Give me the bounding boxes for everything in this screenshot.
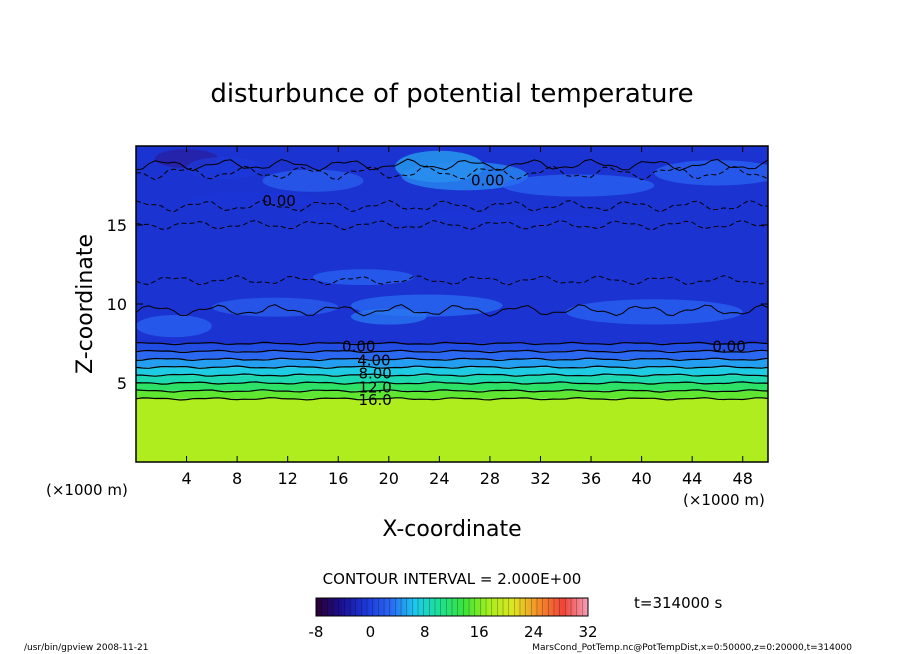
y-axis: 5 10 15 — [107, 216, 768, 393]
contour-line-4 — [136, 365, 768, 369]
colorbar-tick-32: 32 — [578, 623, 597, 641]
plot-details — [136, 149, 768, 338]
colorbar-ticks: -8 0 8 16 24 32 — [309, 623, 598, 641]
field-patch-6 — [186, 191, 313, 208]
contour-line-1 — [136, 389, 768, 393]
x-tick-label-16: 16 — [328, 469, 348, 488]
contour-label-7: 16.0 — [358, 391, 391, 409]
contour-lines — [136, 158, 768, 401]
x-tick-label-36: 36 — [581, 469, 601, 488]
field-patch-8 — [464, 213, 617, 227]
solid-contour-0 — [136, 158, 768, 172]
layer-band-6 — [136, 351, 768, 360]
x-unit-left: (×1000 m) — [46, 481, 128, 499]
contour-label-6: 12.0 — [358, 378, 391, 396]
colorbar-tick-24: 24 — [524, 623, 543, 641]
layer-band-3 — [136, 375, 768, 383]
contour-label-4: 4.00 — [357, 352, 390, 370]
x-tick-label-12: 12 — [278, 469, 298, 488]
x-tick-label-48: 48 — [733, 469, 753, 488]
x-tick-label-4: 4 — [181, 469, 191, 488]
colorbar-tick--8: -8 — [309, 623, 324, 641]
layer-band-7 — [136, 343, 768, 352]
x-unit-right: (×1000 m) — [683, 491, 765, 509]
field-patch-14 — [136, 315, 212, 338]
field-patch-5 — [502, 174, 655, 197]
contour-line-6 — [136, 349, 768, 354]
contour-interval: CONTOUR INTERVAL = 2.000E+00 — [323, 570, 582, 588]
colorbar-tick-16: 16 — [470, 623, 489, 641]
x-tick-label-20: 20 — [379, 469, 399, 488]
colorbar-tick-0: 0 — [366, 623, 376, 641]
field-patch-15 — [654, 160, 768, 186]
field-patch-7 — [287, 207, 490, 224]
dashed-contour-2 — [136, 165, 768, 181]
y-axis-label: Z-coordinate — [73, 234, 98, 374]
x-tick-label-8: 8 — [232, 469, 242, 488]
field-patch-1 — [186, 157, 263, 180]
x-axis: 4 8 12 16 20 24 28 32 36 40 44 48 — [181, 146, 753, 488]
contour-line-3 — [136, 373, 768, 377]
field-patch-4 — [262, 169, 364, 192]
field-patch-13 — [350, 308, 427, 325]
x-axis-label: X-coordinate — [382, 517, 521, 542]
layer-band-5 — [136, 359, 768, 368]
layer-band-2 — [136, 383, 768, 391]
dashed-contour-0 — [136, 199, 768, 213]
dashed-contour-3 — [136, 275, 768, 286]
field-patch-12 — [565, 299, 743, 325]
x-tick-label-28: 28 — [480, 469, 500, 488]
y-tick-label-15: 15 — [107, 216, 127, 235]
colorbar-stripes — [321, 598, 583, 616]
x-tick-label-40: 40 — [631, 469, 651, 488]
footer-right: MarsCond_PotTemp.nc@PotTempDist,x=0:5000… — [532, 643, 852, 653]
contour-line-5 — [136, 357, 768, 362]
x-tick-label-44: 44 — [682, 469, 702, 488]
contour-label-5: 8.00 — [358, 364, 391, 382]
colorbar-tick-8: 8 — [420, 623, 430, 641]
layer-band-1 — [136, 390, 768, 399]
contour-label-2: 0.00 — [712, 337, 745, 355]
contour-line-0 — [136, 396, 768, 401]
field-patch-9 — [312, 269, 415, 286]
solid-contour-1 — [136, 304, 768, 317]
time-label: t=314000 s — [634, 594, 722, 612]
chart-title: disturbunce of potential temperature — [210, 79, 693, 109]
y-tick-label-5: 5 — [117, 374, 127, 393]
layer-band-0 — [136, 398, 768, 462]
contour-line-7 — [136, 341, 768, 346]
dashed-contour-1 — [136, 219, 768, 231]
contour-line-2 — [136, 381, 768, 385]
contour-label-3: 0.00 — [342, 337, 375, 355]
layer-band-4 — [136, 367, 768, 376]
x-tick-label-24: 24 — [429, 469, 449, 488]
x-tick-label-32: 32 — [530, 469, 550, 488]
contour-label-0: 0.00 — [471, 172, 504, 190]
field-patch-10 — [211, 297, 339, 317]
y-tick-label-10: 10 — [107, 295, 127, 314]
contour-label-1: 0.00 — [262, 192, 295, 210]
footer-left: /usr/bin/gpview 2008-11-21 — [24, 643, 148, 653]
